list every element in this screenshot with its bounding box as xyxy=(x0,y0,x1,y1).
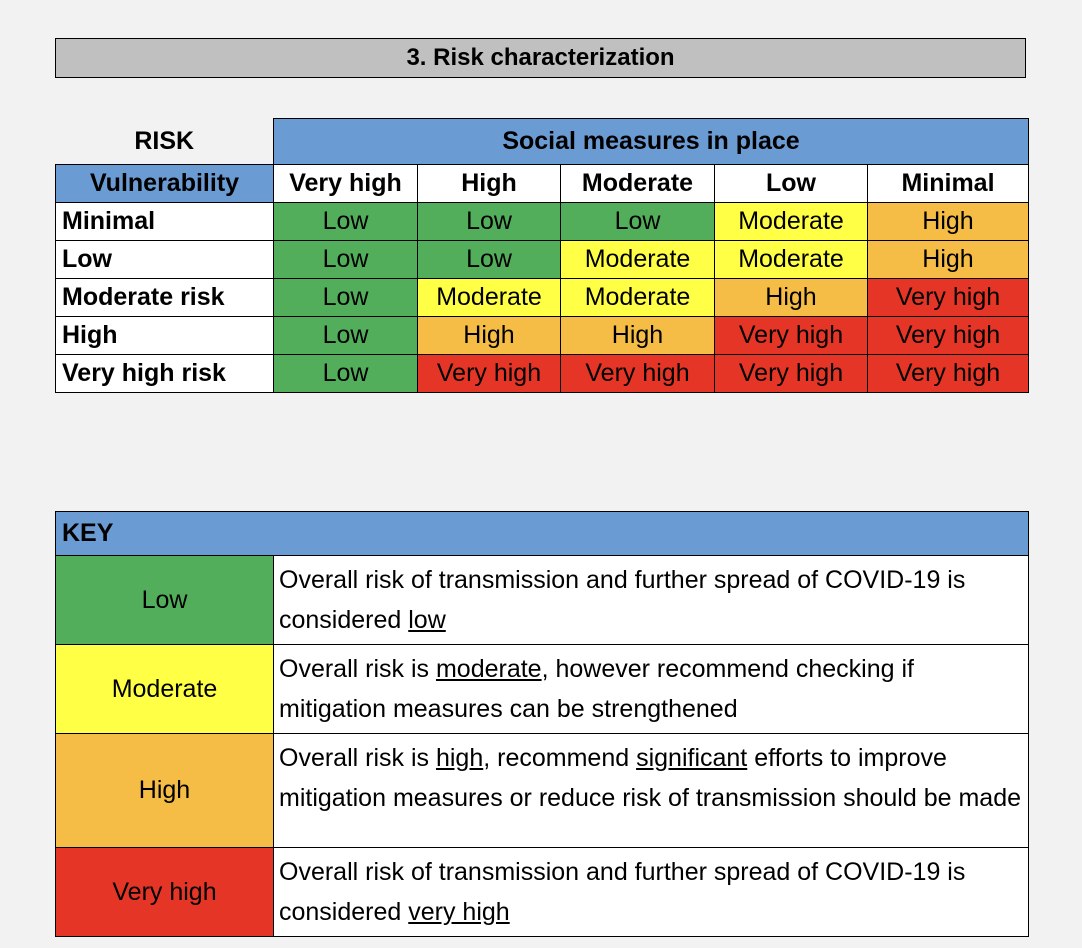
risk-cell: Moderate xyxy=(560,278,715,317)
risk-cell: Low xyxy=(417,240,561,279)
risk-cell: Low xyxy=(273,316,418,355)
key-row: Low Overall risk of transmission and fur… xyxy=(55,555,1029,645)
column-header: Moderate xyxy=(560,164,715,203)
key-swatch-moderate: Moderate xyxy=(55,644,274,734)
risk-cell: High xyxy=(866,240,1030,279)
row-header: Moderate risk xyxy=(55,278,274,317)
section-title: 3. Risk characterization xyxy=(55,38,1026,78)
key-description: Overall risk is high, recommend signific… xyxy=(273,733,1029,848)
risk-cell: Very high xyxy=(866,278,1030,317)
risk-cell: Very high xyxy=(560,354,715,393)
risk-cell: Low xyxy=(560,202,715,241)
risk-cell: High xyxy=(714,278,868,317)
risk-cell: High xyxy=(560,316,715,355)
underlined-term: significant xyxy=(636,744,748,772)
column-header: Very high xyxy=(273,164,418,203)
risk-matrix: RISK Social measures in place Vulnerabil… xyxy=(55,118,1030,393)
key-description: Overall risk is moderate, however recomm… xyxy=(273,644,1029,734)
key-row: High Overall risk is high, recommend sig… xyxy=(55,733,1029,848)
risk-cell: Very high xyxy=(866,316,1030,355)
risk-cell: Very high xyxy=(866,354,1030,393)
key-swatch-high: High xyxy=(55,733,274,848)
risk-cell: Low xyxy=(273,354,418,393)
risk-cell: Moderate xyxy=(714,202,868,241)
underlined-term: high xyxy=(435,744,484,772)
column-header: Low xyxy=(714,164,868,203)
matrix-row: Minimal Low Low Low Moderate High xyxy=(55,202,1030,241)
key-row: Moderate Overall risk is moderate, howev… xyxy=(55,644,1029,734)
social-measures-header: Social measures in place xyxy=(272,118,1030,165)
matrix-row: Moderate risk Low Moderate Moderate High… xyxy=(55,278,1030,317)
risk-cell: High xyxy=(866,202,1030,241)
risk-cell: Moderate xyxy=(417,278,561,317)
risk-cell: Very high xyxy=(714,316,868,355)
column-header: Minimal xyxy=(866,164,1030,203)
risk-cell: High xyxy=(417,316,561,355)
row-header: Very high risk xyxy=(55,354,274,393)
risk-cell: Very high xyxy=(714,354,868,393)
row-header: Low xyxy=(55,240,274,279)
key-description: Overall risk of transmission and further… xyxy=(273,555,1029,645)
key-title: KEY xyxy=(55,511,1029,556)
key-swatch-very-high: Very high xyxy=(55,847,274,937)
vulnerability-header: Vulnerability xyxy=(55,164,274,203)
risk-cell: Very high xyxy=(417,354,561,393)
risk-key-table: KEY Low Overall risk of transmission and… xyxy=(55,511,1029,937)
risk-cell: Low xyxy=(273,278,418,317)
matrix-row: High Low High High Very high Very high xyxy=(55,316,1030,355)
underlined-term: very high xyxy=(408,898,510,926)
underlined-term: low xyxy=(408,606,446,634)
underlined-term: moderate xyxy=(435,655,542,683)
column-header: High xyxy=(417,164,561,203)
key-swatch-low: Low xyxy=(55,555,274,645)
risk-cell: Low xyxy=(417,202,561,241)
matrix-row: Very high risk Low Very high Very high V… xyxy=(55,354,1030,393)
risk-cell: Moderate xyxy=(560,240,715,279)
key-description: Overall risk of transmission and further… xyxy=(273,847,1029,937)
risk-cell: Low xyxy=(273,240,418,279)
risk-cell: Low xyxy=(273,202,418,241)
row-header: Minimal xyxy=(55,202,274,241)
risk-corner-label: RISK xyxy=(134,126,195,155)
key-row: Very high Overall risk of transmission a… xyxy=(55,847,1029,937)
row-header: High xyxy=(55,316,274,355)
matrix-row: Low Low Low Moderate Moderate High xyxy=(55,240,1030,279)
risk-cell: Moderate xyxy=(714,240,868,279)
